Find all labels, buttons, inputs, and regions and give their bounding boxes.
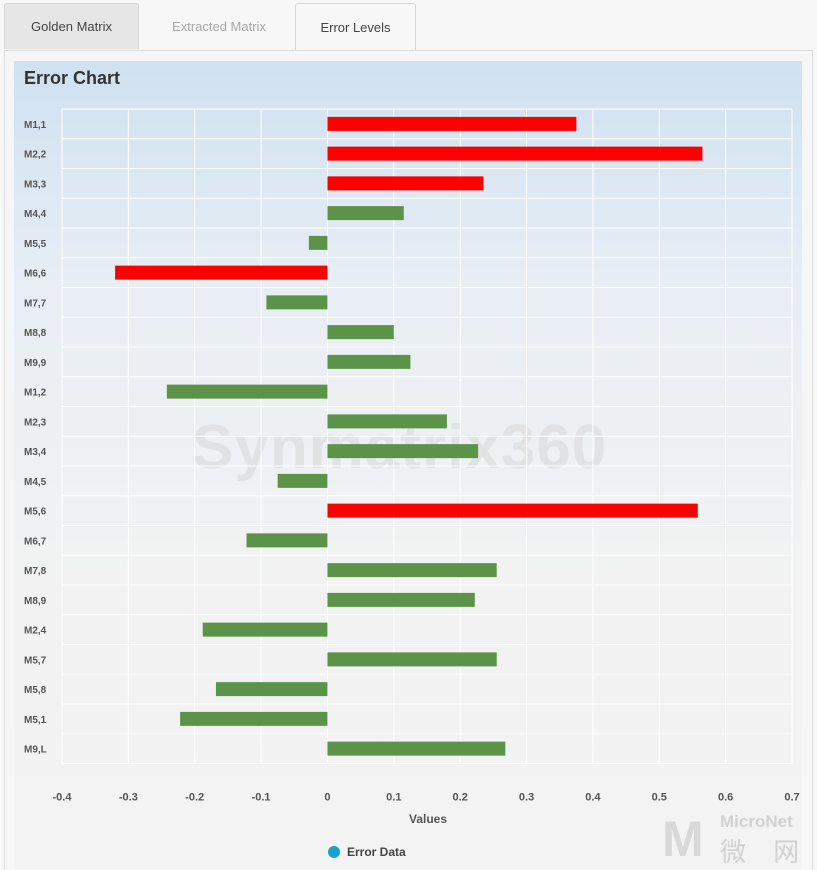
x-tick-label: 0.1 (386, 792, 401, 804)
category-label: M1,1 (24, 120, 47, 131)
category-label: M8,9 (24, 596, 47, 607)
category-label: M7,8 (24, 566, 47, 577)
x-tick-label: 0.3 (519, 792, 534, 804)
bar-m7-7 (266, 295, 328, 310)
bar-m6-6 (115, 265, 328, 280)
category-label: M6,6 (24, 269, 47, 280)
bar-m2-4 (202, 622, 328, 637)
category-label: M3,3 (24, 179, 47, 190)
category-label: M9,9 (24, 358, 47, 369)
legend-item-error-data[interactable]: Error Data (328, 845, 406, 859)
category-label: M5,1 (24, 715, 47, 726)
x-tick-label: -0.1 (252, 792, 271, 804)
bar-m3-3 (327, 176, 484, 191)
bar-m5-7 (327, 652, 497, 667)
bar-m5-1 (180, 711, 328, 726)
x-axis-label: Values (408, 812, 448, 826)
bar-m1-2 (166, 384, 328, 399)
category-label: M1,2 (24, 388, 47, 399)
bar-m2-3 (327, 414, 447, 429)
category-label: M4,5 (24, 477, 47, 488)
x-tick-label: 0.6 (718, 792, 733, 804)
x-tick-label: 0.4 (585, 792, 601, 804)
bar-m4-5 (277, 473, 328, 488)
chart-title: Error Chart (24, 68, 121, 88)
category-label: M7,7 (24, 298, 47, 309)
tab-golden-matrix[interactable]: Golden Matrix (4, 3, 139, 49)
bar-m4-4 (327, 206, 404, 221)
bar-m3-4 (327, 444, 479, 459)
bar-m2-2 (327, 146, 703, 161)
x-tick-label: -0.4 (53, 792, 73, 804)
legend-dot-icon (328, 846, 340, 858)
bar-m5-8 (215, 682, 328, 697)
category-label: M3,4 (24, 447, 47, 458)
category-label: M5,7 (24, 655, 47, 666)
category-label: M2,3 (24, 417, 47, 428)
category-label: M4,4 (24, 209, 47, 220)
category-label: M9,L (24, 745, 47, 756)
x-tick-label: 0.5 (652, 792, 667, 804)
legend-label: Error Data (347, 845, 406, 859)
category-label: M5,6 (24, 507, 47, 518)
x-tick-label: -0.2 (185, 792, 204, 804)
x-tick-label: 0 (324, 792, 330, 804)
category-label: M6,7 (24, 536, 47, 547)
bar-m9-9 (327, 354, 411, 369)
bar-m7-8 (327, 563, 497, 578)
bar-m5-6 (327, 503, 698, 518)
category-label: M2,4 (24, 626, 47, 637)
tab-bar: Golden Matrix Extracted Matrix Error Lev… (4, 3, 817, 51)
category-label: M8,8 (24, 328, 47, 339)
bar-m9-l (327, 741, 506, 756)
category-label: M5,5 (24, 239, 47, 250)
x-tick-label: 0.7 (784, 792, 799, 804)
category-label: M2,2 (24, 150, 47, 161)
tab-error-levels[interactable]: Error Levels (295, 3, 416, 51)
x-tick-label: 0.2 (453, 792, 468, 804)
bar-m5-5 (308, 235, 328, 250)
tab-extracted-matrix[interactable]: Extracted Matrix (144, 3, 294, 49)
bar-m6-7 (246, 533, 328, 548)
x-tick-label: -0.3 (119, 792, 138, 804)
bar-m8-9 (327, 592, 475, 607)
category-label: M5,8 (24, 685, 47, 696)
bar-m1-1 (327, 116, 577, 131)
bar-m8-8 (327, 325, 394, 340)
